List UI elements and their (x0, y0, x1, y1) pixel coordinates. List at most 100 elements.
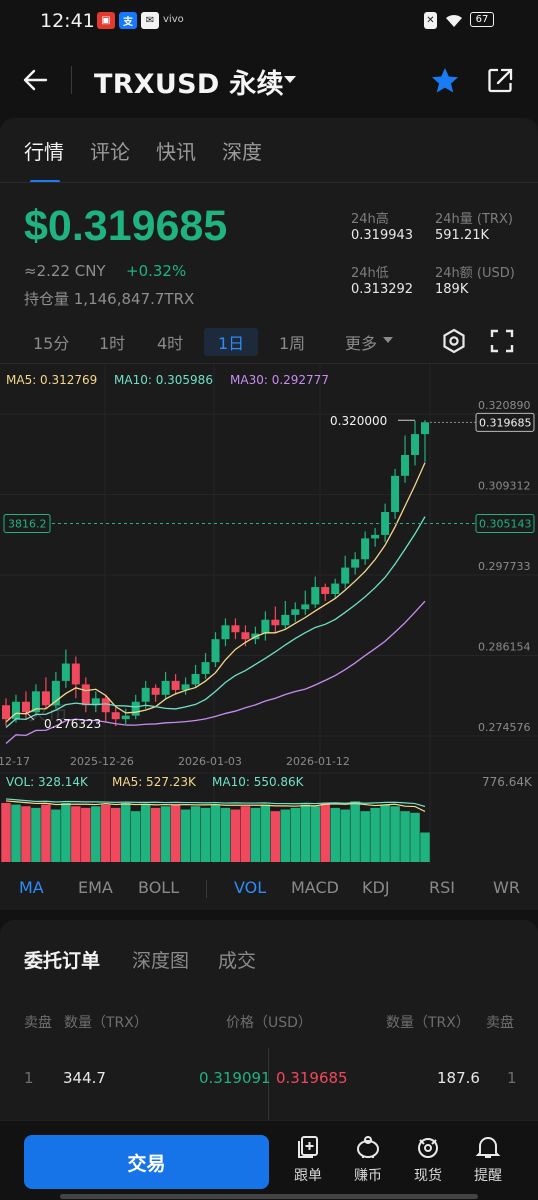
volume-bar (250, 807, 261, 862)
timeframe-more[interactable]: 更多 (345, 334, 378, 353)
star-icon[interactable] (430, 66, 460, 94)
candle-body (351, 559, 360, 568)
volume-bar (270, 811, 281, 862)
bid-index: 1 (24, 1069, 34, 1087)
bid-price[interactable]: 0.319091 (199, 1069, 271, 1087)
candle-body (411, 434, 420, 455)
candle-body (101, 698, 110, 713)
tab-market[interactable]: 行情 (24, 140, 64, 164)
candle-body (91, 698, 100, 706)
chart-settings-icon[interactable] (441, 328, 467, 354)
nav-copy-trade[interactable]: 跟单 (283, 1135, 333, 1185)
price-change: +0.32% (126, 262, 187, 280)
header-qty-right: 数量（TRX） (386, 1015, 470, 1031)
y-tick-label: 0.320890 (478, 399, 531, 412)
indicator-ema[interactable]: EMA (78, 878, 113, 897)
indicator-kdj[interactable]: KDJ (362, 878, 390, 897)
volume-bar (120, 802, 131, 862)
candlestick-chart[interactable]: 0.320890 0.309312 0.297733 0.286154 0.274576… (0, 364, 538, 772)
indicator-rsi[interactable]: RSI (429, 878, 455, 897)
ma30-legend: MA30: 0.292777 (230, 373, 329, 387)
tab-news[interactable]: 快讯 (156, 140, 196, 164)
share-icon[interactable] (487, 67, 514, 94)
volume-bar (170, 804, 181, 862)
nav-alerts[interactable]: 提醒 (463, 1135, 513, 1185)
ma30-line (5, 600, 426, 744)
volume-bar (101, 804, 111, 862)
high-annotation: 0.320000 (330, 414, 387, 428)
timeframe-1h[interactable]: 1时 (99, 334, 126, 353)
current-price-tag-text: 0.319685 (479, 416, 532, 429)
volume-bar (190, 806, 201, 862)
candle-body (401, 454, 410, 476)
candle-body (221, 625, 230, 640)
indicator-macd[interactable]: MACD (291, 878, 339, 897)
trade-button[interactable]: 交易 (24, 1135, 269, 1189)
ma5-legend: MA5: 0.312769 (6, 373, 98, 387)
status-time: 12:41 (40, 10, 95, 32)
indicator-wr[interactable]: WR (493, 878, 520, 897)
nav-copy-trade-label: 跟单 (294, 1168, 322, 1184)
candle-body (191, 673, 200, 685)
tab-trades[interactable]: 成交 (218, 950, 257, 972)
candle-body (171, 680, 180, 690)
indicator-ma[interactable]: MA (19, 878, 44, 897)
volume-bar (150, 807, 161, 862)
spot-icon (418, 1138, 438, 1158)
candle-body (181, 684, 190, 690)
vol-ma5-legend: MA5: 527.23K (112, 775, 196, 789)
volume-bar (41, 804, 51, 862)
indicator-vol[interactable]: VOL (234, 878, 267, 897)
bell-icon (475, 1137, 501, 1158)
page-title[interactable]: TRXUSD 永续 (94, 69, 284, 100)
fullscreen-icon[interactable] (490, 329, 514, 353)
header-bid-side: 卖盘 (24, 1015, 52, 1031)
low-value: 0.313292 (351, 282, 414, 297)
ask-price[interactable]: 0.319685 (276, 1069, 348, 1087)
nav-spot[interactable]: 现货 (403, 1135, 453, 1185)
timeframe-15m[interactable]: 15分 (33, 334, 70, 353)
nav-earn[interactable]: 赚币 (343, 1135, 393, 1185)
volume-bar (130, 811, 141, 862)
vol-max-label: 776.64K (482, 775, 532, 789)
candle-body (161, 680, 170, 695)
tab-order-book[interactable]: 委托订单 (24, 950, 101, 972)
volume-bar (230, 809, 241, 862)
candle-body (31, 691, 40, 713)
timeframe-1w[interactable]: 1周 (279, 334, 306, 353)
candle-body (21, 701, 30, 713)
crosshair-left-tag (3, 513, 51, 533)
volume-bar (400, 811, 410, 862)
candle-body (421, 422, 429, 435)
x-tick-label: 2026-01-03 (178, 755, 242, 768)
volume-bar (200, 807, 211, 862)
vol-ma10-line (5, 798, 426, 808)
vivo-icon: vivo (163, 14, 184, 25)
volume-bar (360, 811, 370, 862)
tab-depth-chart[interactable]: 深度图 (132, 950, 190, 972)
candle-body (311, 587, 320, 605)
candle-body (261, 619, 270, 634)
volume-bar (320, 802, 330, 862)
x-tick-label: 2025-12-26 (70, 755, 134, 768)
volume-bar (280, 809, 291, 862)
ma10-line (5, 516, 426, 728)
market-card: 行情 评论 快讯 深度 $0.319685 ≈2.22 CNY +0.32% 持… (0, 118, 538, 910)
back-arrow-icon[interactable] (22, 68, 48, 92)
battery-icon: 67 (470, 12, 494, 27)
candle-body (81, 684, 90, 706)
timeframe-4h[interactable]: 4时 (157, 334, 184, 353)
more-caret-icon[interactable] (383, 337, 393, 344)
low-label: 24h低 (351, 266, 389, 281)
indicator-divider (206, 880, 207, 898)
open-interest: 持仓量 1,146,847.7TRX (24, 290, 195, 308)
alipay-icon: 支 (119, 12, 137, 29)
indicator-boll[interactable]: BOLL (138, 878, 180, 897)
timeframe-1d[interactable]: 1日 (204, 328, 259, 356)
candle-body (341, 567, 350, 584)
caret-down-icon[interactable] (283, 75, 297, 85)
tab-depth[interactable]: 深度 (222, 140, 262, 164)
volume-chart[interactable] (0, 772, 538, 864)
vol-usd-label: 24h额 (USD) (435, 266, 515, 281)
tab-comments[interactable]: 评论 (90, 140, 130, 164)
